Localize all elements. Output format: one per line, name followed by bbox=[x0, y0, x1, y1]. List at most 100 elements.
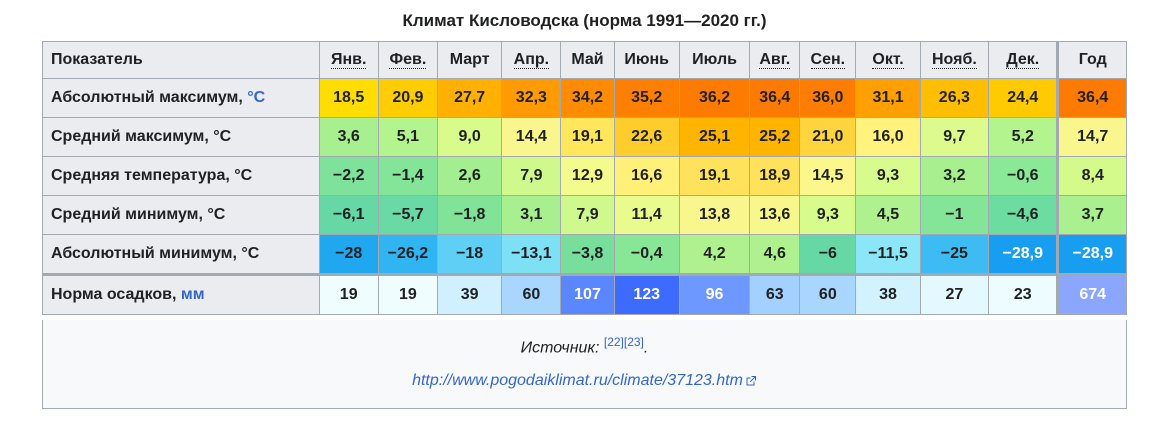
month-header-may: Май bbox=[560, 41, 615, 79]
abs-max-unit-link[interactable]: °C bbox=[247, 89, 266, 106]
avg-min-cell-sep: 9,3 bbox=[799, 195, 857, 235]
abs-max-cell-nov: 26,3 bbox=[919, 78, 990, 118]
avg-temp-cell-jan: −2,2 bbox=[318, 156, 379, 196]
avg-max-label: Средний максимум, °C bbox=[42, 117, 320, 157]
abs-min-row: Абсолютный минимум, °C −28 −26,2 −18 −13,1 −3… bbox=[42, 234, 1127, 275]
precipitation-cell-sep: 60 bbox=[799, 273, 857, 315]
abs-max-cell-sep: 36,0 bbox=[799, 78, 857, 118]
avg-min-cell-jan: −6,1 bbox=[318, 195, 379, 235]
avg-max-cell-aug: 25,2 bbox=[749, 117, 801, 157]
month-header-mar: Март bbox=[436, 41, 503, 79]
precipitation-cell-jun: 123 bbox=[613, 273, 680, 315]
avg-temp-row: Средняя температура, °C −2,2 −1,4 2,6 7,9 12,… bbox=[42, 156, 1127, 196]
precipitation-cell-jan: 19 bbox=[318, 273, 379, 315]
abs-min-cell-jan: −28 bbox=[318, 234, 379, 275]
month-header-jun: Июнь bbox=[613, 41, 680, 79]
abs-max-cell-apr: 32,3 bbox=[501, 78, 562, 118]
avg-min-cell-feb: −5,7 bbox=[377, 195, 438, 235]
avg-min-label: Средний минимум, °C bbox=[42, 195, 320, 235]
header-row: Показатель Янв. Фев. Март Апр. Май Июнь … bbox=[42, 41, 1127, 79]
month-header-oct[interactable]: Окт. bbox=[855, 41, 921, 79]
abs-min-cell-jul: 4,2 bbox=[678, 234, 751, 275]
month-header-aug[interactable]: Авг. bbox=[749, 41, 801, 79]
indicator-header: Показатель bbox=[42, 41, 320, 79]
table-footer: Источник: [22][23]. http://www.pogodaikl… bbox=[42, 320, 1127, 409]
abs-max-cell-aug: 36,4 bbox=[749, 78, 801, 118]
precipitation-cell-mar: 39 bbox=[436, 273, 503, 315]
avg-max-cell-year: 14,7 bbox=[1056, 117, 1127, 157]
precipitation-row: Норма осадков, мм 19 19 39 60 107 123 96 63 60 38 2… bbox=[42, 273, 1127, 315]
avg-temp-cell-may: 12,9 bbox=[560, 156, 615, 196]
month-header-dec[interactable]: Дек. bbox=[988, 41, 1059, 79]
source-url-link[interactable]: http://www.pogodaiklimat.ru/climate/3712… bbox=[412, 372, 757, 389]
month-header-nov[interactable]: Нояб. bbox=[919, 41, 990, 79]
avg-max-label-text: Средний максимум, °C bbox=[51, 128, 232, 145]
reference-link-23[interactable]: [23] bbox=[623, 335, 644, 349]
abs-max-cell-mar: 27,7 bbox=[436, 78, 503, 118]
abs-max-cell-year: 36,4 bbox=[1056, 78, 1127, 118]
external-link-icon bbox=[746, 375, 756, 386]
avg-temp-label-text: Средняя температура, °C bbox=[51, 167, 253, 184]
url-line: http://www.pogodaiklimat.ru/climate/3712… bbox=[43, 372, 1126, 390]
avg-max-cell-mar: 9,0 bbox=[436, 117, 503, 157]
avg-max-cell-feb: 5,1 bbox=[377, 117, 438, 157]
avg-min-cell-may: 7,9 bbox=[560, 195, 615, 235]
precipitation-label-text: Норма осадков, bbox=[51, 286, 181, 303]
abs-min-cell-year: −28,9 bbox=[1056, 234, 1127, 275]
precipitation-cell-may: 107 bbox=[560, 273, 615, 315]
abs-min-cell-jun: −0,4 bbox=[613, 234, 680, 275]
precipitation-cell-oct: 38 bbox=[855, 273, 921, 315]
avg-temp-cell-mar: 2,6 bbox=[436, 156, 503, 196]
avg-max-cell-jan: 3,6 bbox=[318, 117, 379, 157]
avg-min-cell-jul: 13,8 bbox=[678, 195, 751, 235]
abs-min-cell-oct: −11,5 bbox=[855, 234, 921, 275]
avg-max-cell-apr: 14,4 bbox=[501, 117, 562, 157]
source-period: . bbox=[643, 339, 649, 357]
precipitation-label: Норма осадков, мм bbox=[42, 273, 320, 315]
month-header-jul: Июль bbox=[678, 41, 751, 79]
source-label: Источник: bbox=[520, 339, 604, 357]
abs-max-cell-feb: 20,9 bbox=[377, 78, 438, 118]
avg-temp-cell-year: 8,4 bbox=[1056, 156, 1127, 196]
abs-max-cell-dec: 24,4 bbox=[988, 78, 1059, 118]
avg-max-cell-oct: 16,0 bbox=[855, 117, 921, 157]
precipitation-cell-year: 674 bbox=[1056, 273, 1127, 315]
abs-min-label: Абсолютный минимум, °C bbox=[42, 234, 320, 275]
abs-max-cell-oct: 31,1 bbox=[855, 78, 921, 118]
precipitation-unit-link[interactable]: мм bbox=[180, 286, 205, 303]
abs-max-cell-may: 34,2 bbox=[560, 78, 615, 118]
avg-temp-cell-jun: 16,6 bbox=[613, 156, 680, 196]
abs-max-cell-jan: 18,5 bbox=[318, 78, 379, 118]
precipitation-cell-apr: 60 bbox=[501, 273, 562, 315]
reference-links: [22][23] bbox=[604, 335, 644, 349]
abs-min-cell-feb: −26,2 bbox=[377, 234, 438, 275]
avg-temp-cell-nov: 3,2 bbox=[919, 156, 990, 196]
avg-temp-cell-oct: 9,3 bbox=[855, 156, 921, 196]
abs-min-cell-dec: −28,9 bbox=[988, 234, 1059, 275]
avg-temp-cell-sep: 14,5 bbox=[799, 156, 857, 196]
avg-min-cell-oct: 4,5 bbox=[855, 195, 921, 235]
precipitation-cell-nov: 27 bbox=[919, 273, 990, 315]
avg-max-cell-may: 19,1 bbox=[560, 117, 615, 157]
precipitation-cell-dec: 23 bbox=[988, 273, 1059, 315]
abs-min-label-text: Абсолютный минимум, °C bbox=[51, 245, 260, 262]
avg-temp-cell-jul: 19,1 bbox=[678, 156, 751, 196]
abs-max-row: Абсолютный максимум, °C 18,5 20,9 27,7 32,3 3… bbox=[42, 78, 1127, 118]
abs-min-cell-may: −3,8 bbox=[560, 234, 615, 275]
source-line: Источник: [22][23]. bbox=[43, 335, 1126, 357]
month-header-jan[interactable]: Янв. bbox=[318, 41, 379, 79]
month-header-feb[interactable]: Фев. bbox=[377, 41, 438, 79]
precipitation-cell-feb: 19 bbox=[377, 273, 438, 315]
month-header-sep[interactable]: Сен. bbox=[799, 41, 857, 79]
avg-max-cell-jun: 22,6 bbox=[613, 117, 680, 157]
avg-temp-label: Средняя температура, °C bbox=[42, 156, 320, 196]
reference-link-22[interactable]: [22] bbox=[603, 335, 624, 349]
avg-min-cell-year: 3,7 bbox=[1056, 195, 1127, 235]
avg-max-cell-jul: 25,1 bbox=[678, 117, 751, 157]
abs-min-cell-nov: −25 bbox=[919, 234, 990, 275]
abs-min-cell-aug: 4,6 bbox=[749, 234, 801, 275]
abs-max-label: Абсолютный максимум, °C bbox=[42, 78, 320, 118]
avg-min-cell-nov: −1 bbox=[919, 195, 990, 235]
month-header-apr[interactable]: Апр. bbox=[501, 41, 562, 79]
table-caption: Климат Кисловодска (норма 1991—2020 гг.) bbox=[402, 11, 767, 30]
